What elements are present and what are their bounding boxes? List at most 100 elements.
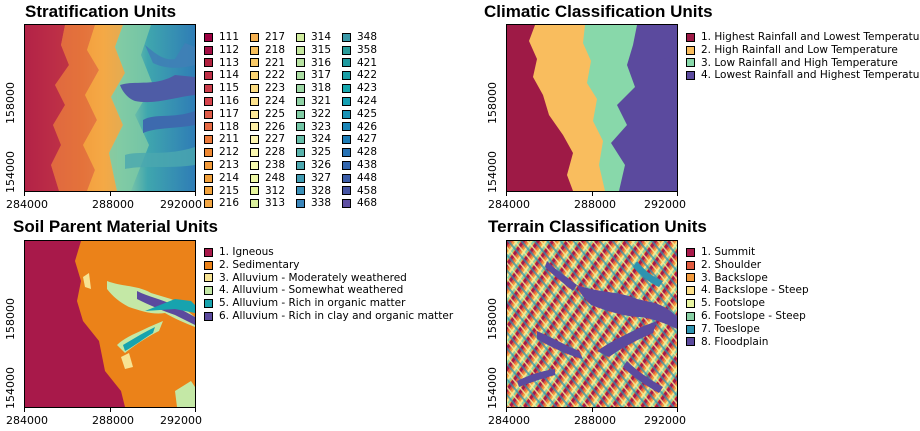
terrain-legend-swatch — [686, 286, 695, 296]
climatic-legend: 1. Highest Rainfall and Lowest Temperatu… — [686, 31, 920, 82]
soil-legend-swatch — [204, 286, 213, 296]
strat-ytick-1: 158000 — [4, 82, 17, 124]
strat-legend-label: 313 — [265, 197, 286, 210]
strat-legend-swatch — [204, 109, 213, 119]
strat-legend-label: 226 — [265, 120, 286, 133]
strat-legend-swatch — [296, 58, 305, 68]
strat-xtick-1: 284000 — [6, 198, 48, 211]
terrain-xtick-2: 288000 — [574, 414, 616, 427]
terrain-legend-label: 2. Shoulder — [701, 258, 762, 271]
strat-legend-swatch — [342, 199, 351, 209]
strat-legend-swatch — [342, 96, 351, 106]
strat-legend-label: 438 — [357, 158, 378, 171]
strat-legend-swatch — [204, 122, 213, 132]
strat-legend-label: 428 — [357, 146, 378, 159]
strat-legend-label: 317 — [311, 69, 332, 82]
strat-legend-swatch — [204, 32, 213, 42]
climate-legend-swatch — [686, 45, 695, 55]
strat-legend-item: 426 — [342, 121, 388, 134]
strat-legend-label: 112 — [219, 43, 240, 56]
strat-legend-swatch — [250, 186, 259, 196]
stratification-title: Stratification Units — [25, 2, 177, 21]
strat-legend-label: 115 — [219, 82, 240, 95]
terrain-xtick-1: 284000 — [488, 414, 530, 427]
strat-legend-label: 321 — [311, 94, 332, 107]
climate-legend-swatch — [686, 32, 695, 42]
strat-legend-item: 424 — [342, 95, 388, 108]
soil-legend-label: 6. Alluvium - Rich in clay and organic m… — [219, 309, 454, 322]
strat-xtick-2: 288000 — [92, 198, 134, 211]
terrain-legend-label: 1. Summit — [701, 246, 756, 258]
climate-xtick-2: 288000 — [574, 198, 616, 211]
terrain-legend-item: 1. Summit — [686, 246, 809, 259]
soil-legend-item: 5. Alluvium - Rich in organic matter — [204, 297, 453, 310]
soil-xtick-2: 288000 — [92, 414, 134, 427]
strat-legend-item: 226 — [250, 121, 296, 134]
strat-legend-swatch — [250, 199, 259, 209]
climate-legend-item: 2. High Rainfall and Low Temperature — [686, 44, 920, 57]
strat-legend-item: 317 — [296, 69, 342, 82]
strat-legend-item: 227 — [250, 133, 296, 146]
strat-legend-swatch — [296, 84, 305, 94]
strat-legend-swatch — [204, 199, 213, 209]
strat-legend-swatch — [342, 84, 351, 94]
strat-legend-swatch — [250, 45, 259, 55]
strat-legend-item: 212 — [204, 146, 250, 159]
climatic-panel: Climatic Classification Units 284000 288… — [460, 0, 920, 215]
strat-legend-label: 213 — [219, 158, 240, 171]
strat-legend-swatch — [342, 58, 351, 68]
strat-legend-swatch — [296, 32, 305, 42]
strat-legend-item: 448 — [342, 172, 388, 185]
strat-legend-label: 422 — [357, 69, 378, 82]
strat-legend-label: 111 — [219, 31, 240, 43]
soil-legend-item: 2. Sedimentary — [204, 259, 453, 272]
strat-legend-label: 224 — [265, 94, 286, 107]
stratification-legend: 111 112 113 114 115 116 117 118 211 212 213 214 215 2… — [204, 31, 388, 210]
soil-legend-label: 1. Igneous — [219, 246, 274, 258]
strat-legend-swatch — [296, 45, 305, 55]
climate-ytick-1: 158000 — [486, 82, 499, 124]
strat-legend-item: 315 — [296, 44, 342, 57]
strat-legend-item: 423 — [342, 82, 388, 95]
strat-legend-label: 325 — [311, 146, 332, 159]
strat-legend-item: 328 — [296, 185, 342, 198]
strat-legend-label: 217 — [265, 31, 286, 43]
strat-legend-swatch — [250, 135, 259, 145]
soil-xtick-1: 284000 — [6, 414, 48, 427]
strat-legend-label: 448 — [357, 171, 378, 184]
climate-legend-swatch — [686, 71, 695, 81]
strat-legend-swatch — [342, 173, 351, 183]
strat-legend-swatch — [342, 45, 351, 55]
strat-legend-swatch — [250, 84, 259, 94]
strat-legend-label: 214 — [219, 171, 240, 184]
strat-legend-item: 213 — [204, 159, 250, 172]
strat-legend-label: 458 — [357, 184, 378, 197]
strat-legend-item: 223 — [250, 82, 296, 95]
strat-legend-swatch — [296, 71, 305, 81]
strat-legend-swatch — [296, 160, 305, 170]
strat-legend-label: 211 — [219, 133, 240, 146]
strat-legend-swatch — [250, 109, 259, 119]
terrain-legend-item: 7. Toeslope — [686, 323, 809, 336]
strat-legend-label: 425 — [357, 107, 378, 120]
terrain-legend-item: 2. Shoulder — [686, 259, 809, 272]
terrain-legend-label: 3. Backslope — [701, 271, 768, 284]
soil-legend-item: 1. Igneous — [204, 246, 453, 259]
stratification-panel: Stratification Units — [0, 0, 460, 215]
soil-title: Soil Parent Material Units — [13, 217, 218, 236]
strat-legend-item: 224 — [250, 95, 296, 108]
terrain-legend: 1. Summit 2. Shoulder 3. Backslope 4. Backs… — [686, 246, 809, 348]
strat-legend-item: 322 — [296, 108, 342, 121]
soil-legend-label: 4. Alluvium - Somewhat weathered — [219, 284, 404, 297]
soil-ytick-2: 154000 — [4, 367, 17, 409]
strat-legend-swatch — [204, 135, 213, 145]
climatic-title: Climatic Classification Units — [484, 2, 713, 21]
strat-legend-item: 324 — [296, 133, 342, 146]
terrain-ytick-1: 158000 — [486, 298, 499, 340]
strat-legend-swatch — [204, 84, 213, 94]
strat-legend-label: 348 — [357, 31, 378, 43]
strat-legend-swatch — [296, 109, 305, 119]
strat-legend-item: 325 — [296, 146, 342, 159]
strat-legend-label: 225 — [265, 107, 286, 120]
strat-legend-swatch — [204, 148, 213, 158]
